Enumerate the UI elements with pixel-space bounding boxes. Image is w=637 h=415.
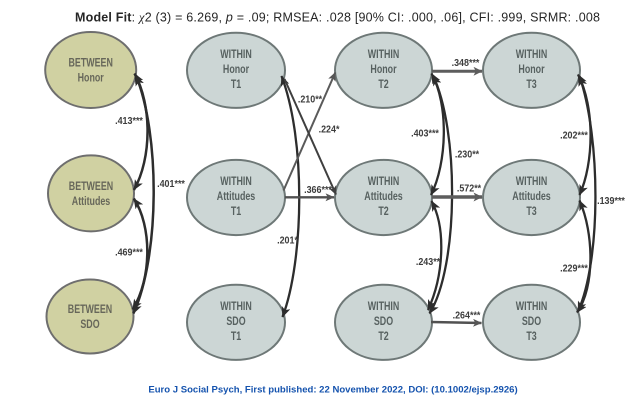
svg-text:WITHIN: WITHIN — [220, 300, 252, 314]
svg-text:.348***: .348*** — [452, 57, 480, 69]
svg-text:WITHIN: WITHIN — [368, 48, 400, 62]
svg-text:.243**: .243** — [416, 256, 440, 268]
svg-text:Attitudes: Attitudes — [364, 190, 403, 204]
svg-text:SDO: SDO — [522, 315, 541, 329]
svg-text:SDO: SDO — [374, 315, 393, 329]
svg-text:T2: T2 — [378, 330, 388, 344]
svg-text:BETWEEN: BETWEEN — [68, 303, 112, 317]
svg-text:.264***: .264*** — [453, 310, 481, 322]
svg-text:.401***: .401*** — [157, 178, 185, 190]
svg-text:Honor: Honor — [223, 63, 249, 77]
svg-text:WITHIN: WITHIN — [220, 48, 252, 62]
svg-text:Model Fit: χ2 (3) = 6.269, p =: Model Fit: χ2 (3) = 6.269, p = .09; RMSE… — [75, 11, 600, 25]
svg-text:.230**: .230** — [455, 149, 479, 161]
svg-text:.224*: .224* — [319, 124, 340, 136]
svg-text:.572**: .572** — [457, 183, 481, 195]
svg-text:BETWEEN: BETWEEN — [69, 56, 113, 70]
svg-text:Attitudes: Attitudes — [217, 190, 256, 204]
svg-text:Attitudes: Attitudes — [512, 190, 551, 204]
svg-text:WITHIN: WITHIN — [220, 175, 252, 189]
svg-text:T1: T1 — [231, 330, 241, 344]
svg-text:Honor: Honor — [518, 63, 544, 77]
svg-text:.210**: .210** — [298, 94, 322, 106]
svg-text:SDO: SDO — [80, 318, 99, 332]
svg-text:Euro J Social Psych, First pub: Euro J Social Psych, First published: 22… — [148, 385, 517, 396]
svg-text:Attitudes: Attitudes — [72, 195, 111, 209]
svg-text:T1: T1 — [231, 205, 241, 219]
svg-text:T2: T2 — [378, 78, 388, 92]
svg-text:.229***: .229*** — [560, 263, 588, 275]
svg-text:.139***: .139*** — [597, 195, 625, 207]
svg-text:WITHIN: WITHIN — [368, 300, 400, 314]
svg-text:SDO: SDO — [226, 315, 245, 329]
svg-text:T3: T3 — [526, 205, 536, 219]
svg-text:Honor: Honor — [370, 63, 396, 77]
svg-text:BETWEEN: BETWEEN — [69, 180, 113, 194]
svg-text:T3: T3 — [526, 78, 536, 92]
svg-text:T1: T1 — [231, 78, 241, 92]
svg-text:Honor: Honor — [78, 71, 104, 85]
svg-text:.403***: .403*** — [411, 128, 439, 140]
svg-text:.366***: .366*** — [304, 184, 332, 196]
svg-text:.413***: .413*** — [115, 115, 143, 127]
svg-text:WITHIN: WITHIN — [516, 48, 548, 62]
svg-text:.201*: .201* — [277, 235, 298, 247]
svg-text:.202***: .202*** — [560, 130, 588, 142]
svg-text:WITHIN: WITHIN — [368, 175, 400, 189]
svg-text:WITHIN: WITHIN — [516, 175, 548, 189]
svg-text:T2: T2 — [378, 205, 388, 219]
svg-text:WITHIN: WITHIN — [516, 300, 548, 314]
svg-text:.469***: .469*** — [115, 247, 143, 259]
svg-text:T3: T3 — [526, 330, 536, 344]
